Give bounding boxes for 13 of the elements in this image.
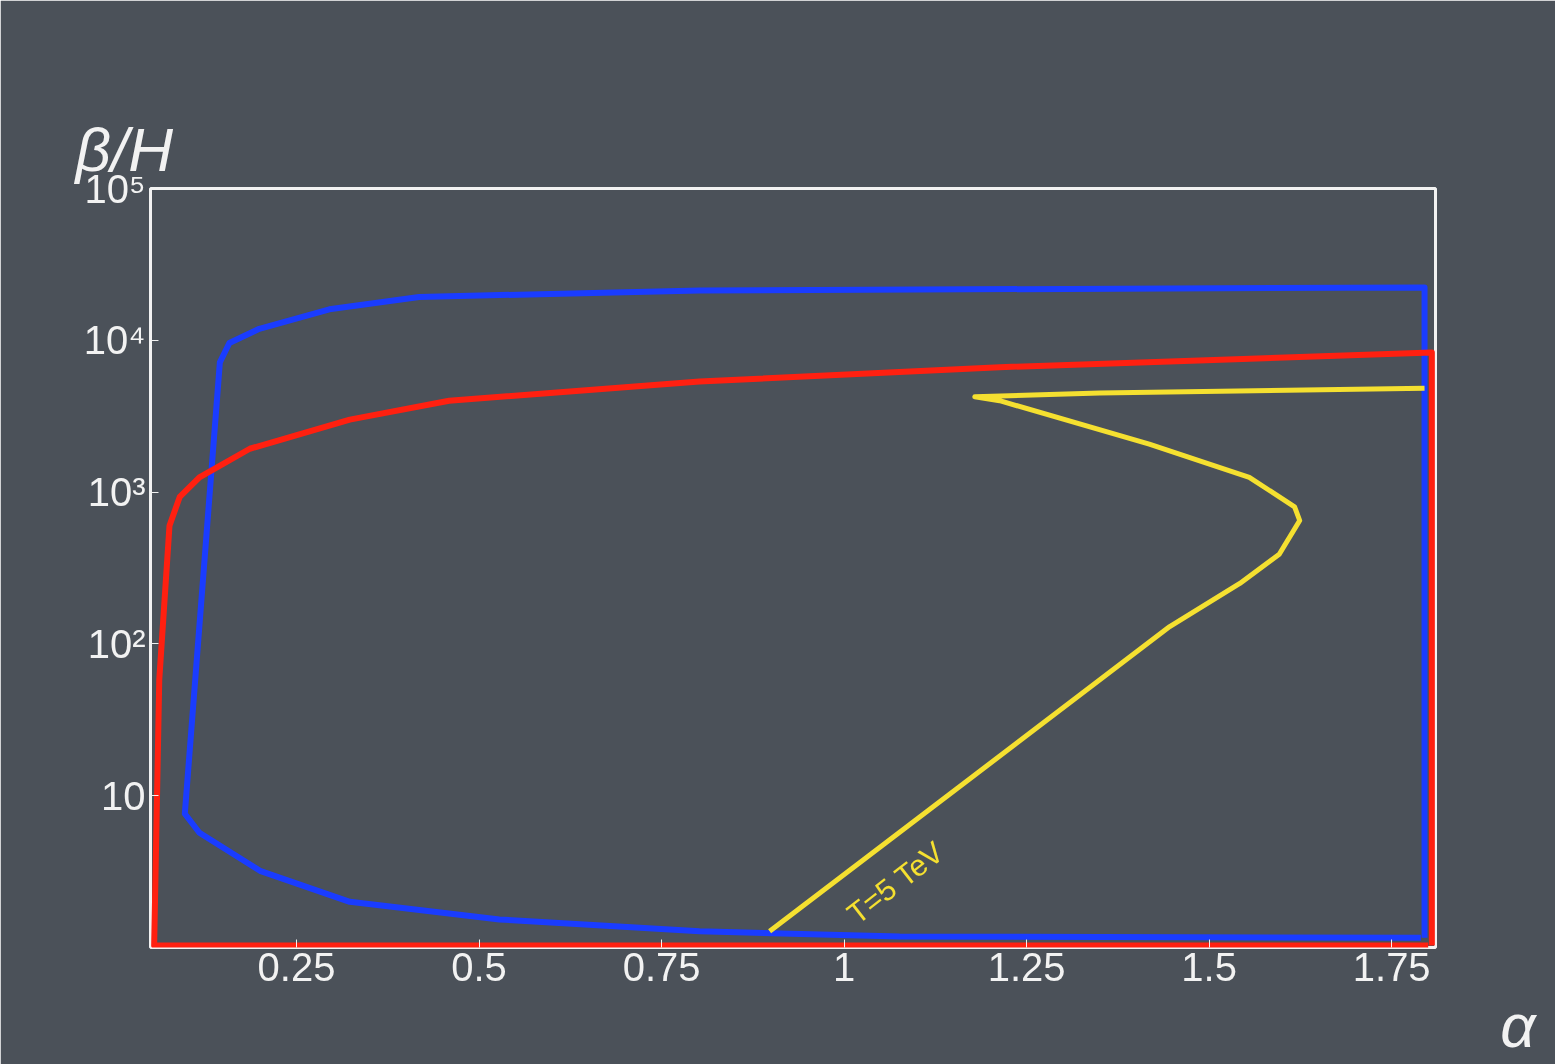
- x-axis-title: α: [1500, 990, 1538, 1060]
- x-tick-label: 0.5: [451, 944, 507, 989]
- annotation: T=5 TeV: [840, 835, 950, 931]
- x-tick-label: 1.25: [987, 944, 1066, 989]
- y-tick-label: 10⁴: [83, 318, 146, 363]
- y-tick-label: 10: [101, 773, 146, 818]
- x-tick-label: 1.75: [1352, 944, 1431, 989]
- y-tick-label: 10²: [87, 621, 146, 666]
- x-tick-label: 1: [832, 944, 856, 989]
- x-tick-label: 1.5: [1181, 944, 1237, 989]
- x-tick-label: 0.25: [257, 944, 336, 989]
- x-tick-label: 0.75: [622, 944, 701, 989]
- y-tick-label: 10³: [87, 470, 146, 515]
